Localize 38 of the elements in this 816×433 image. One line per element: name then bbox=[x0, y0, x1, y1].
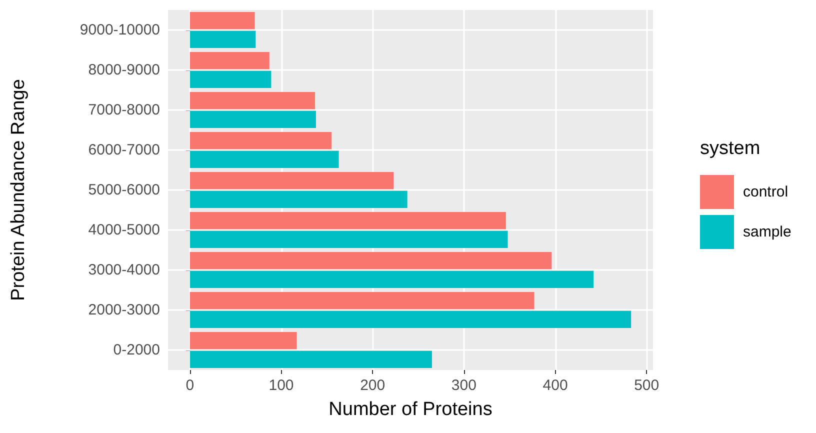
bar bbox=[190, 292, 534, 310]
bar bbox=[190, 172, 394, 190]
y-tick-label: 3000-4000 bbox=[88, 262, 160, 278]
y-tick-label: 6000-7000 bbox=[88, 142, 160, 158]
bar bbox=[190, 70, 272, 88]
y-tick-label: 8000-9000 bbox=[88, 62, 160, 78]
x-axis-title: Number of Proteins bbox=[328, 399, 492, 420]
x-tick-label: 200 bbox=[360, 377, 386, 394]
bar bbox=[190, 190, 408, 208]
bar bbox=[190, 92, 316, 110]
bar bbox=[190, 132, 332, 150]
bar bbox=[190, 110, 316, 128]
y-tick-label: 2000-3000 bbox=[88, 302, 160, 318]
bar bbox=[190, 252, 552, 270]
legend-title: system bbox=[700, 138, 760, 159]
bar bbox=[190, 332, 297, 350]
y-tick-label: 7000-8000 bbox=[88, 102, 160, 118]
x-tick-label: 300 bbox=[451, 377, 476, 394]
legend-label: sample bbox=[743, 224, 792, 240]
bar bbox=[190, 52, 270, 70]
bar bbox=[190, 30, 256, 48]
bar bbox=[190, 310, 632, 328]
bar bbox=[190, 270, 594, 288]
x-tick-label: 0 bbox=[186, 377, 194, 394]
bar bbox=[190, 350, 432, 368]
x-tick-label: 100 bbox=[268, 377, 294, 394]
y-axis-title: Protein Abundance Range bbox=[8, 79, 29, 301]
x-tick-label: 400 bbox=[542, 377, 568, 394]
y-tick-label: 5000-6000 bbox=[88, 182, 160, 198]
y-tick-label: 0-2000 bbox=[113, 342, 160, 358]
y-tick-label: 9000-10000 bbox=[80, 22, 160, 38]
legend-label: control bbox=[743, 184, 788, 200]
bar bbox=[190, 230, 508, 248]
bar bbox=[190, 212, 506, 230]
y-tick-label: 4000-5000 bbox=[88, 222, 160, 238]
bar bbox=[190, 150, 339, 168]
x-tick-label: 500 bbox=[634, 377, 660, 394]
bar bbox=[190, 12, 255, 30]
